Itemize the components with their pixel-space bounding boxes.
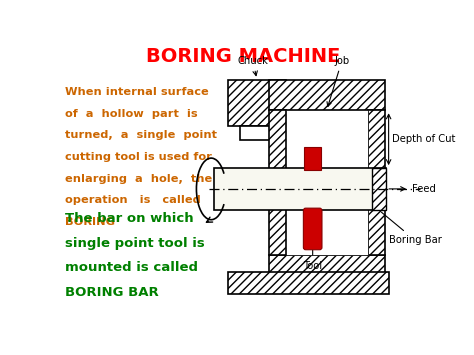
Text: The bar on which: The bar on which (65, 212, 194, 225)
Text: When internal surface: When internal surface (65, 87, 209, 97)
Bar (304, 147, 321, 170)
Bar (240, 126, 275, 140)
Bar (373, 168, 386, 211)
Text: BORING BAR: BORING BAR (65, 286, 159, 299)
Bar (214, 168, 386, 211)
Text: Chuck: Chuck (237, 56, 268, 76)
Text: BORING: BORING (65, 217, 116, 226)
Text: turned,  a  single  point: turned, a single point (65, 130, 218, 140)
Text: Feed: Feed (389, 184, 436, 194)
Bar (228, 272, 389, 294)
Text: mounted is called: mounted is called (65, 261, 199, 274)
Text: of  a  hollow  part  is: of a hollow part is (65, 109, 198, 119)
Bar (228, 80, 286, 126)
Text: Boring Bar: Boring Bar (382, 212, 441, 245)
Text: Job: Job (327, 56, 349, 106)
FancyBboxPatch shape (303, 208, 322, 250)
Bar (268, 255, 385, 288)
Bar (285, 110, 368, 255)
Text: Depth of Cut: Depth of Cut (392, 134, 456, 144)
Text: operation   is   called: operation is called (65, 195, 201, 205)
Text: Tool: Tool (303, 250, 322, 271)
Bar (368, 110, 385, 255)
Text: BORING MACHINE: BORING MACHINE (146, 47, 340, 66)
Bar (268, 110, 285, 255)
Text: single point tool is: single point tool is (65, 237, 205, 250)
Text: enlarging  a  hole,  the: enlarging a hole, the (65, 174, 213, 184)
Text: cutting tool is used for: cutting tool is used for (65, 152, 212, 162)
Bar (268, 80, 385, 110)
